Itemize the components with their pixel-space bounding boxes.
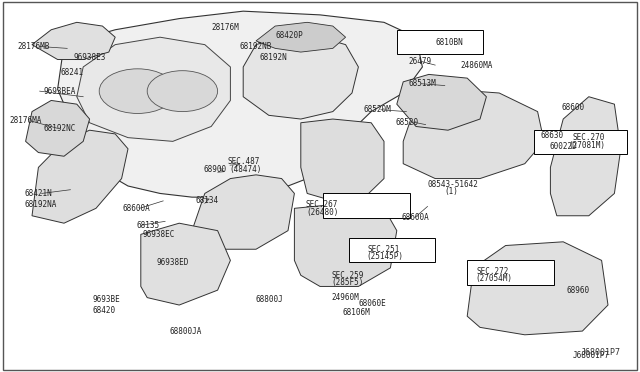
Text: 68420P: 68420P: [275, 31, 303, 40]
Text: SEC.267: SEC.267: [306, 200, 339, 209]
Text: 9693BEA: 9693BEA: [44, 87, 76, 96]
Text: 68134: 68134: [195, 196, 218, 205]
PathPatch shape: [141, 223, 230, 305]
Text: 26479: 26479: [408, 57, 431, 66]
PathPatch shape: [58, 11, 422, 197]
Text: 68800JA: 68800JA: [170, 327, 202, 336]
Text: 9693BE: 9693BE: [93, 295, 120, 304]
Text: 68600A: 68600A: [402, 213, 429, 222]
Text: 68192NC: 68192NC: [44, 124, 76, 133]
Text: 96938E3: 96938E3: [74, 53, 106, 62]
Text: (25145P): (25145P): [366, 252, 403, 261]
Text: 68106M: 68106M: [342, 308, 370, 317]
Text: 68420: 68420: [93, 306, 116, 315]
Text: (285F5): (285F5): [332, 278, 364, 287]
Text: 24860MA: 24860MA: [461, 61, 493, 70]
Text: 68600A: 68600A: [123, 204, 150, 213]
Text: 08543-51642: 08543-51642: [428, 180, 478, 189]
Text: 28176MA: 28176MA: [10, 116, 42, 125]
Text: 28176MB: 28176MB: [18, 42, 51, 51]
Text: 68600: 68600: [562, 103, 585, 112]
Text: 28176M: 28176M: [211, 23, 239, 32]
Text: 68520M: 68520M: [364, 105, 391, 114]
Text: (27081M): (27081M): [568, 141, 605, 150]
Text: 96938ED: 96938ED: [157, 258, 189, 267]
PathPatch shape: [256, 22, 346, 52]
Text: 68241: 68241: [61, 68, 84, 77]
Text: (1): (1): [445, 187, 459, 196]
PathPatch shape: [550, 97, 621, 216]
Text: 24960M: 24960M: [332, 293, 359, 302]
PathPatch shape: [192, 175, 294, 249]
PathPatch shape: [294, 205, 397, 286]
Bar: [467, 260, 554, 285]
Text: 68900: 68900: [204, 165, 227, 174]
PathPatch shape: [32, 130, 128, 223]
Text: J68001P7: J68001P7: [581, 348, 621, 357]
Text: 6810BN: 6810BN: [435, 38, 463, 47]
PathPatch shape: [32, 22, 115, 60]
Text: (27054M): (27054M): [475, 275, 512, 283]
Circle shape: [99, 69, 176, 113]
Bar: [397, 30, 483, 54]
PathPatch shape: [397, 74, 486, 130]
Text: SEC.259: SEC.259: [332, 271, 364, 280]
Text: J68001P7: J68001P7: [573, 351, 610, 360]
Bar: [323, 193, 410, 218]
Text: 68960: 68960: [566, 286, 589, 295]
Circle shape: [147, 71, 218, 112]
Text: 68513M: 68513M: [408, 79, 436, 88]
Text: 68520: 68520: [396, 118, 419, 126]
Text: 68630: 68630: [541, 131, 564, 140]
PathPatch shape: [26, 100, 90, 156]
Text: 96938EC: 96938EC: [142, 230, 175, 239]
Text: 68192N: 68192N: [259, 53, 287, 62]
Text: SEC.487: SEC.487: [227, 157, 260, 166]
PathPatch shape: [467, 242, 608, 335]
Text: SEC.270: SEC.270: [573, 133, 605, 142]
PathPatch shape: [403, 89, 544, 179]
Bar: [349, 238, 435, 262]
PathPatch shape: [77, 37, 230, 141]
Text: SEC.272: SEC.272: [477, 267, 509, 276]
Bar: [534, 130, 627, 154]
Text: SEC.251: SEC.251: [368, 245, 401, 254]
Text: 68800J: 68800J: [256, 295, 284, 304]
Text: 60022D: 60022D: [549, 142, 577, 151]
Text: 68421N: 68421N: [24, 189, 52, 198]
Text: (26480): (26480): [306, 208, 339, 217]
Text: 68135: 68135: [136, 221, 159, 230]
PathPatch shape: [301, 119, 384, 201]
Text: 68060E: 68060E: [358, 299, 386, 308]
PathPatch shape: [243, 37, 358, 119]
Text: 68192NB: 68192NB: [240, 42, 273, 51]
Text: (48474): (48474): [229, 165, 262, 174]
Text: 68192NA: 68192NA: [24, 200, 57, 209]
